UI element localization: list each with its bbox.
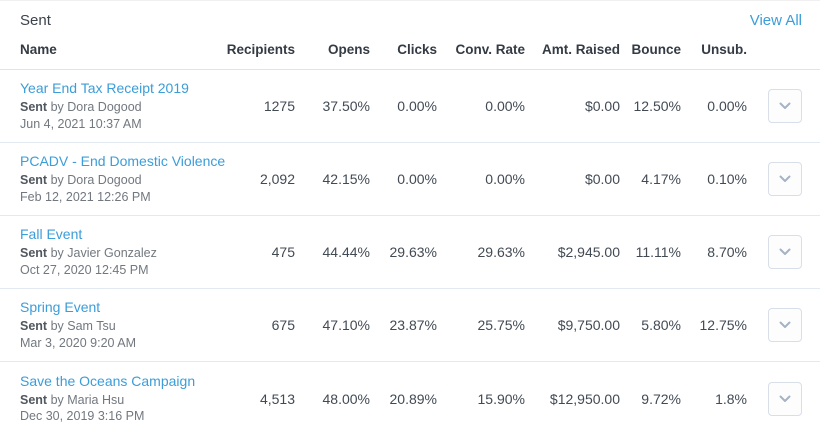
table-header-row: Name Recipients Opens Clicks Conv. Rate … — [0, 37, 820, 70]
table-row: PCADV - End Domestic Violence Sent by Do… — [0, 143, 820, 216]
clicks-link[interactable]: 0.00% — [397, 98, 437, 114]
table-row: Save the Oceans Campaign Sent by Maria H… — [0, 362, 820, 435]
campaign-name-cell: Save the Oceans Campaign Sent by Maria H… — [20, 373, 205, 425]
sent-status-label: Sent — [20, 246, 48, 261]
campaign-name-link[interactable]: PCADV - End Domestic Violence — [20, 153, 226, 170]
campaign-sent-date: Feb 12, 2021 12:26 PM — [20, 189, 151, 204]
sent-byline: by Sam Tsu — [47, 319, 116, 334]
row-actions-button[interactable] — [768, 308, 802, 342]
bounce-value: 5.80% — [641, 317, 681, 333]
conv-rate-value: 0.00% — [485, 171, 525, 187]
recipients-value: 675 — [271, 317, 295, 333]
opens-value: 37.50% — [322, 98, 370, 114]
opens-value: 42.15% — [322, 171, 370, 187]
row-action-cell — [747, 162, 820, 196]
recipients-value: 1275 — [263, 98, 295, 114]
unsub-value: 0.00% — [707, 98, 747, 114]
row-action-cell — [747, 235, 820, 269]
sent-status-label: Sent — [20, 100, 48, 115]
panel-header: Sent View All — [0, 1, 820, 37]
bounce-value: 9.72% — [641, 390, 681, 407]
conv-rate-value: 15.90% — [477, 390, 525, 407]
table-row: Spring Event Sent by Sam Tsu Mar 3, 2020… — [0, 289, 820, 362]
clicks-link[interactable]: 0.00% — [397, 171, 437, 187]
clicks-link[interactable]: 29.63% — [389, 244, 437, 260]
chevron-down-icon — [779, 395, 791, 403]
sent-byline: by Dora Dogood — [47, 100, 142, 115]
bounce-value: 11.11% — [635, 244, 681, 260]
table-row: Year End Tax Receipt 2019 Sent by Dora D… — [0, 70, 820, 143]
recipients-value: 2,092 — [259, 171, 295, 187]
conv-rate-value: 29.63% — [477, 244, 525, 260]
panel-title: Sent — [20, 12, 51, 29]
campaign-sent-by: Sent by Javier Gonzalez — [20, 245, 205, 261]
opens-value: 47.10% — [322, 317, 370, 333]
view-all-link[interactable]: View All — [749, 12, 802, 29]
campaign-sent-by: Sent by Sam Tsu — [20, 318, 205, 334]
campaign-sent-by: Sent by Dora Dogood — [20, 172, 205, 188]
campaign-name-cell: PCADV - End Domestic Violence Sent by Do… — [20, 153, 225, 205]
sent-byline: by Javier Gonzalez — [47, 246, 157, 261]
table-body: Year End Tax Receipt 2019 Sent by Dora D… — [0, 70, 820, 435]
column-header-clicks: Clicks — [397, 42, 437, 57]
unsub-value: 0.10% — [707, 171, 747, 187]
sent-status-label: Sent — [20, 392, 48, 407]
column-header-bounce: Bounce — [631, 42, 681, 57]
campaign-name-link[interactable]: Save the Oceans Campaign — [20, 372, 196, 389]
campaign-name-link[interactable]: Spring Event — [20, 299, 101, 316]
amt-raised-value: $2,945.00 — [557, 244, 620, 260]
row-actions-button[interactable] — [768, 162, 802, 196]
column-header-name: Name — [20, 42, 57, 57]
unsub-value: 8.70% — [707, 244, 747, 260]
row-actions-button[interactable] — [768, 381, 802, 416]
row-actions-button[interactable] — [768, 89, 802, 123]
sent-byline: by Dora Dogood — [47, 173, 142, 188]
opens-value: 44.44% — [322, 244, 370, 260]
chevron-down-icon — [779, 102, 791, 110]
campaign-sent-date: Dec 30, 2019 3:16 PM — [20, 409, 145, 423]
campaign-name-cell: Fall Event Sent by Javier Gonzalez Oct 2… — [20, 226, 205, 278]
conv-rate-value: 25.75% — [477, 317, 525, 333]
amt-raised-value: $12,950.00 — [549, 390, 620, 407]
column-header-amt-raised: Amt. Raised — [541, 42, 620, 57]
clicks-link[interactable]: 23.87% — [389, 317, 437, 333]
chevron-down-icon — [779, 321, 791, 329]
table-row: Fall Event Sent by Javier Gonzalez Oct 2… — [0, 216, 820, 289]
column-header-opens: Opens — [327, 42, 370, 57]
column-header-recipients: Recipients — [226, 42, 295, 57]
unsub-value: 1.8% — [715, 390, 747, 407]
sent-status-label: Sent — [20, 319, 48, 334]
campaign-name-link[interactable]: Fall Event — [20, 226, 83, 243]
campaign-name-cell: Spring Event Sent by Sam Tsu Mar 3, 2020… — [20, 299, 205, 351]
campaign-sent-date: Oct 27, 2020 12:45 PM — [20, 262, 149, 277]
campaign-sent-date: Mar 3, 2020 9:20 AM — [20, 335, 137, 350]
opens-value: 48.00% — [322, 390, 370, 407]
chevron-down-icon — [779, 175, 791, 183]
column-header-unsub: Unsub. — [701, 42, 747, 57]
amt-raised-value: $0.00 — [584, 171, 620, 187]
campaign-sent-date: Jun 4, 2021 10:37 AM — [20, 116, 142, 131]
sent-byline: by Maria Hsu — [47, 392, 125, 407]
campaign-sent-by: Sent by Maria Hsu — [20, 392, 205, 408]
bounce-value: 12.50% — [633, 98, 681, 114]
row-action-cell — [747, 89, 820, 123]
recipients-value: 4,513 — [259, 390, 295, 407]
bounce-value: 4.17% — [641, 171, 681, 187]
row-action-cell — [747, 308, 820, 342]
amt-raised-value: $9,750.00 — [557, 317, 620, 333]
campaign-name-link[interactable]: Year End Tax Receipt 2019 — [20, 80, 189, 97]
sent-status-label: Sent — [20, 173, 48, 188]
amt-raised-value: $0.00 — [584, 98, 620, 114]
campaign-sent-by: Sent by Dora Dogood — [20, 99, 205, 115]
column-header-conv-rate: Conv. Rate — [455, 42, 525, 57]
clicks-link[interactable]: 20.89% — [389, 390, 437, 407]
row-action-cell — [747, 381, 820, 416]
chevron-down-icon — [779, 248, 791, 256]
row-actions-button[interactable] — [768, 235, 802, 269]
unsub-value: 12.75% — [699, 317, 747, 333]
conv-rate-value: 0.00% — [485, 98, 525, 114]
recipients-value: 475 — [271, 244, 295, 260]
campaign-name-cell: Year End Tax Receipt 2019 Sent by Dora D… — [20, 80, 205, 132]
